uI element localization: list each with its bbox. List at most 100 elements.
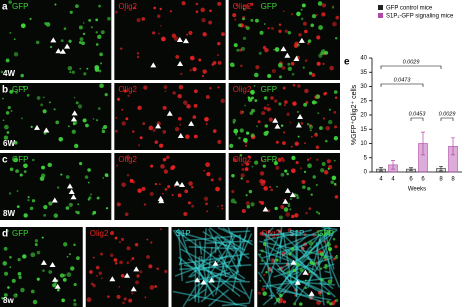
cell <box>75 256 80 261</box>
cell <box>44 22 47 25</box>
cell <box>286 270 290 274</box>
cell <box>48 270 53 274</box>
cell <box>19 173 23 177</box>
cell <box>275 140 279 144</box>
cell <box>2 119 5 122</box>
cell <box>68 125 70 128</box>
cell <box>3 124 9 130</box>
cell <box>148 264 153 269</box>
cell <box>311 100 316 105</box>
cell <box>66 272 72 278</box>
x-axis-label: Weeks <box>408 187 426 193</box>
cell <box>239 153 243 157</box>
cell <box>29 206 34 211</box>
fiber <box>182 286 196 307</box>
cell <box>0 70 4 74</box>
cell <box>268 117 273 122</box>
cell <box>13 52 19 57</box>
cell <box>327 292 330 295</box>
legend-swatch <box>378 13 383 18</box>
cell <box>5 229 9 233</box>
cell <box>215 186 220 192</box>
arrowhead <box>59 48 66 54</box>
cell <box>4 271 9 276</box>
cell <box>234 18 237 21</box>
cell <box>258 200 262 204</box>
cell <box>310 135 313 138</box>
micrograph <box>0 83 112 150</box>
cell <box>58 136 64 142</box>
cell <box>71 70 75 74</box>
channel-label: GFP <box>261 155 277 164</box>
cell <box>27 198 30 202</box>
cell <box>297 135 300 138</box>
panel-label: b <box>2 85 8 96</box>
cell <box>242 17 245 21</box>
cell <box>116 294 121 299</box>
cell <box>144 296 147 299</box>
cell <box>98 271 103 276</box>
fiber <box>230 230 251 233</box>
cell <box>263 23 266 25</box>
cell <box>41 165 45 170</box>
cell <box>217 139 222 144</box>
cell <box>296 43 300 47</box>
cell <box>167 185 171 189</box>
cell <box>75 101 79 105</box>
cell <box>287 204 291 208</box>
cell <box>123 297 127 301</box>
arrowhead <box>49 262 56 268</box>
cell <box>95 43 99 46</box>
cell <box>279 293 283 298</box>
cell <box>180 72 183 75</box>
cell <box>273 48 275 51</box>
cell <box>63 242 68 247</box>
arrowhead <box>280 46 287 52</box>
age-label: 6W <box>3 139 15 148</box>
cell <box>205 123 208 125</box>
arrowhead <box>297 113 304 119</box>
arrowhead <box>177 61 184 67</box>
cell <box>300 17 304 21</box>
x-tick-label: 4 <box>391 177 395 183</box>
cell <box>241 168 245 171</box>
cell <box>100 252 103 256</box>
cell <box>331 175 337 181</box>
fiber <box>272 258 298 292</box>
cell <box>333 136 339 141</box>
cell <box>238 23 242 28</box>
arrowhead <box>158 198 165 204</box>
fiber <box>315 242 325 306</box>
cell <box>178 84 184 90</box>
cell <box>72 122 76 126</box>
cell <box>82 118 87 123</box>
significance-bracket <box>440 117 454 121</box>
cell <box>293 302 297 306</box>
channel-label: GFP <box>12 85 28 94</box>
channel-label: GFP <box>12 2 28 11</box>
cell <box>282 141 286 145</box>
cell <box>274 47 280 52</box>
cell <box>334 36 338 40</box>
cell <box>229 143 234 148</box>
cell <box>193 103 198 108</box>
cell <box>209 9 212 13</box>
cell <box>136 55 140 59</box>
cell <box>331 6 335 9</box>
cell <box>124 212 129 217</box>
cell <box>122 301 125 305</box>
cell <box>124 9 126 12</box>
cell <box>217 1 222 6</box>
cell <box>171 33 177 38</box>
cell <box>262 242 267 246</box>
fiber <box>275 227 331 291</box>
cell <box>188 30 193 35</box>
cell <box>15 293 18 296</box>
cell <box>327 279 333 284</box>
cell <box>47 162 52 168</box>
x-tick-label: 8 <box>439 177 443 183</box>
arrowhead <box>166 110 173 116</box>
y-tick-label: 0 <box>364 170 368 176</box>
channel-label: Olig2 <box>90 229 109 238</box>
cell <box>126 246 131 251</box>
